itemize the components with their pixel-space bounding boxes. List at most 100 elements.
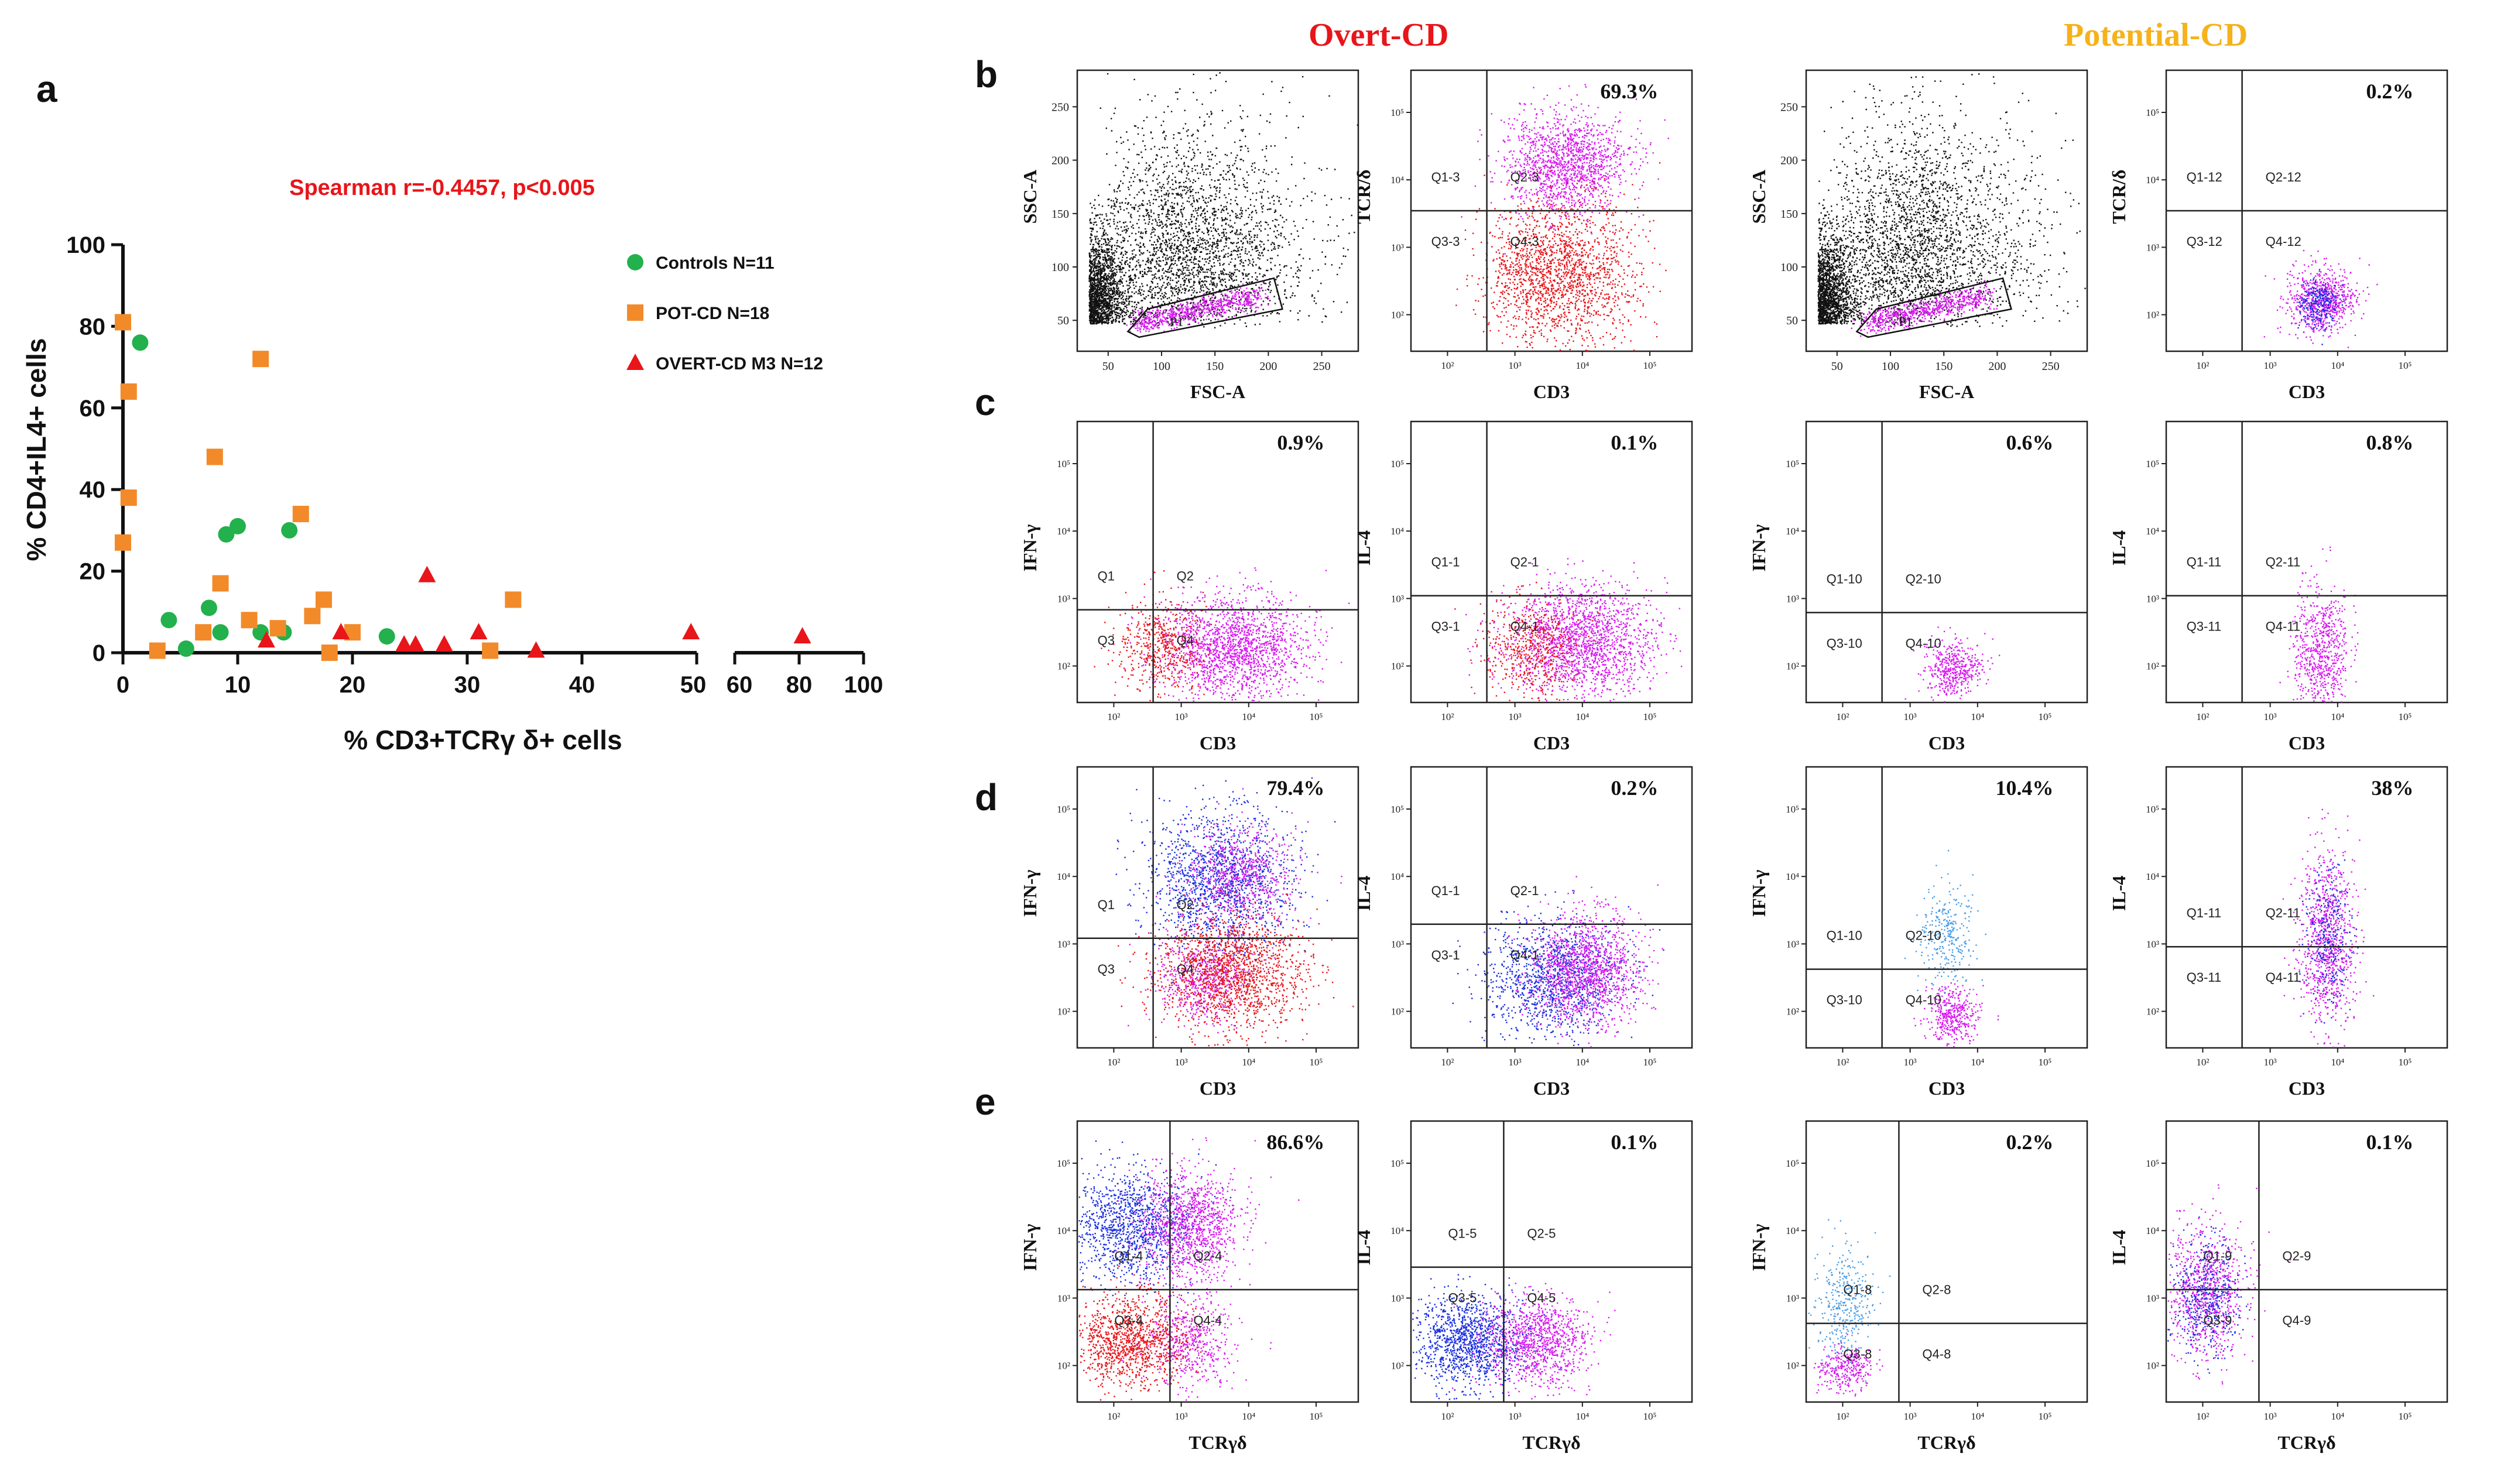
quadrant-label: Q1-10 xyxy=(1827,928,1862,943)
quadrant-label: Q1-11 xyxy=(2187,906,2222,920)
quadrant-label: Q1-1 xyxy=(1431,555,1460,570)
flow-ylabel: IFN-γ xyxy=(1019,1224,1040,1271)
quadrant-percent: 0.1% xyxy=(1611,1130,1658,1154)
quadrant-percent: 69.3% xyxy=(1600,80,1658,103)
flow-ytick-label: 10⁵ xyxy=(1786,804,1799,815)
flow-xtick-label: 10⁵ xyxy=(2399,1411,2412,1422)
flow-xtick-label: 10⁵ xyxy=(2039,711,2052,722)
flow-xtick-label: 10⁵ xyxy=(2399,360,2412,371)
quadrant-label: Q3-9 xyxy=(2203,1313,2232,1328)
flow-events xyxy=(1817,73,2086,338)
flow-xtick-label: 10² xyxy=(1441,360,1454,371)
flow-panel-d2: Q1-10 Q2-10 Q3-10 Q4-10 10.4% 10² 10² 10³ 10³ 10⁴… xyxy=(1748,766,2088,1099)
flow-ytick-label: 10³ xyxy=(1391,242,1404,253)
flow-xtick-label: 100 xyxy=(1153,360,1170,373)
flow-events xyxy=(1078,1137,1300,1401)
quadrant-label: Q2 xyxy=(1177,897,1194,912)
flow-ytick-label: 50 xyxy=(1786,314,1798,327)
flow-xtick-label: 10⁵ xyxy=(1643,1411,1657,1422)
chart-a-ylabel: % CD4+IL4+ cells xyxy=(21,338,52,561)
flow-ytick-label: 150 xyxy=(1051,208,1069,221)
chart-a-point-overtcd xyxy=(395,635,413,652)
flow-ytick-label: 10⁴ xyxy=(2146,1225,2159,1236)
flow-xtick-label: 10² xyxy=(2196,360,2209,371)
flow-events xyxy=(2279,546,2359,703)
flow-panel-b2: P1 50 100 150 200 250 50 100 150 200 250 FSC-A SSC-A xyxy=(1748,69,2088,402)
gate-label: P1 xyxy=(1170,314,1183,329)
flow-xtick-label: 10³ xyxy=(1175,1057,1188,1068)
chart-a-point-potcd xyxy=(292,506,309,523)
quadrant-label: Q4-1 xyxy=(1510,619,1539,634)
flow-ytick-label: 10⁴ xyxy=(2146,871,2159,882)
quadrant-label: Q1-9 xyxy=(2203,1249,2232,1263)
chart-a-point-potcd xyxy=(269,620,286,637)
flow-xtick-label: 10⁵ xyxy=(2039,1411,2052,1422)
quadrant-label: Q2-8 xyxy=(1922,1283,1951,1297)
panel-letter-a: a xyxy=(36,68,57,110)
flow-panel-c3: Q1-11 Q2-11 Q3-11 Q4-11 0.8% 10² 10² 10³ 10³ 10⁴ 1… xyxy=(2108,420,2448,753)
flow-panel-frame xyxy=(1076,766,1359,1049)
flow-xtick-label: 10⁴ xyxy=(1242,711,1255,722)
flow-xtick-label: 10² xyxy=(1836,1057,1849,1068)
quadrant-label: Q4-3 xyxy=(1510,234,1539,249)
flow-xtick-label: 10³ xyxy=(1904,1057,1917,1068)
flow-xtick-label: 10⁵ xyxy=(2039,1057,2052,1068)
chart-a-point-potcd xyxy=(252,351,269,368)
flow-xlabel: TCRγδ xyxy=(1917,1432,1975,1453)
flow-ytick-label: 10² xyxy=(2146,310,2159,321)
quadrant-label: Q3 xyxy=(1098,633,1115,648)
chart-a-point-potcd xyxy=(120,383,137,400)
flow-ytick-label: 10⁵ xyxy=(1390,1158,1404,1169)
flow-events xyxy=(1454,558,1683,702)
flow-xtick-label: 10² xyxy=(1836,711,1849,722)
flow-ylabel: TCR/δ xyxy=(2108,169,2129,224)
quadrant-label: Q4-1 xyxy=(1510,948,1539,962)
flow-ytick-label: 10⁴ xyxy=(1786,1225,1799,1236)
flow-xlabel: CD3 xyxy=(1929,732,1965,753)
flow-ytick-label: 250 xyxy=(1780,101,1798,114)
flow-ytick-label: 10² xyxy=(2146,1360,2159,1372)
chart-a-xtick-label: 50 xyxy=(680,672,707,698)
flow-xtick-label: 10² xyxy=(1441,1411,1454,1422)
quadrant-percent: 0.1% xyxy=(2366,1130,2413,1154)
flow-xtick-label: 10² xyxy=(2196,711,2209,722)
quadrant-label: Q3-11 xyxy=(2187,970,2222,985)
chart-a-point-potcd xyxy=(115,314,131,331)
quadrant-label: Q4-10 xyxy=(1906,993,1941,1007)
flow-xtick-label: 50 xyxy=(1831,360,1843,373)
flow-xtick-label: 10⁴ xyxy=(1242,1411,1255,1422)
flow-events xyxy=(1905,626,2001,702)
flow-ylabel: IL-4 xyxy=(1353,876,1374,911)
flow-xlabel: CD3 xyxy=(1200,732,1236,753)
flow-ylabel: IL-4 xyxy=(2108,1230,2129,1265)
flow-ytick-label: 10² xyxy=(1391,1360,1404,1372)
flow-xtick-label: 10⁴ xyxy=(1575,360,1589,371)
chart-a-point-control xyxy=(201,599,217,616)
flow-panel-c0: Q1 Q2 Q3 Q4 0.9% 10² 10² 10³ 10³ 10⁴ 10⁴ 10⁵ 10⁵ CD3 I… xyxy=(1019,420,1359,753)
flow-xtick-label: 10² xyxy=(2196,1411,2209,1422)
quadrant-label: Q3-3 xyxy=(1431,234,1460,249)
flow-events xyxy=(1412,1274,1616,1400)
flow-xtick-label: 50 xyxy=(1102,360,1114,373)
flow-ylabel: IFN-γ xyxy=(1748,525,1769,572)
flow-panel-e3: Q1-9 Q2-9 Q3-9 Q4-9 0.1% 10² 10² 10³ 10³ 10⁴ 10⁴ 10… xyxy=(2108,1120,2448,1453)
flow-events xyxy=(1455,84,1669,352)
flow-ytick-label: 10³ xyxy=(2146,593,2159,604)
flow-ytick-label: 50 xyxy=(1057,314,1069,327)
panel-letter-c: c xyxy=(975,381,996,423)
flow-xtick-label: 10² xyxy=(2196,1057,2209,1068)
flow-panel-frame xyxy=(2165,420,2448,704)
flow-xlabel: TCRγδ xyxy=(1522,1432,1580,1453)
flow-events xyxy=(2282,808,2375,1048)
quadrant-label: Q1-8 xyxy=(1843,1283,1872,1297)
scatter-chart-a: Spearman r=-0.4457, p<0.005 020406080100… xyxy=(21,176,883,755)
flow-ytick-label: 10² xyxy=(1786,1006,1799,1017)
flow-ytick-label: 10³ xyxy=(1391,938,1404,950)
quadrant-percent: 0.1% xyxy=(1611,431,1658,454)
chart-a-ytick-label: 60 xyxy=(80,396,106,421)
quadrant-label: Q2-1 xyxy=(1510,555,1539,570)
quadrant-label: Q3-5 xyxy=(1448,1291,1477,1305)
flow-xtick-label: 10⁴ xyxy=(2331,711,2344,722)
chart-a-point-overtcd xyxy=(527,641,545,658)
flow-xtick-label: 10² xyxy=(1441,1057,1454,1068)
